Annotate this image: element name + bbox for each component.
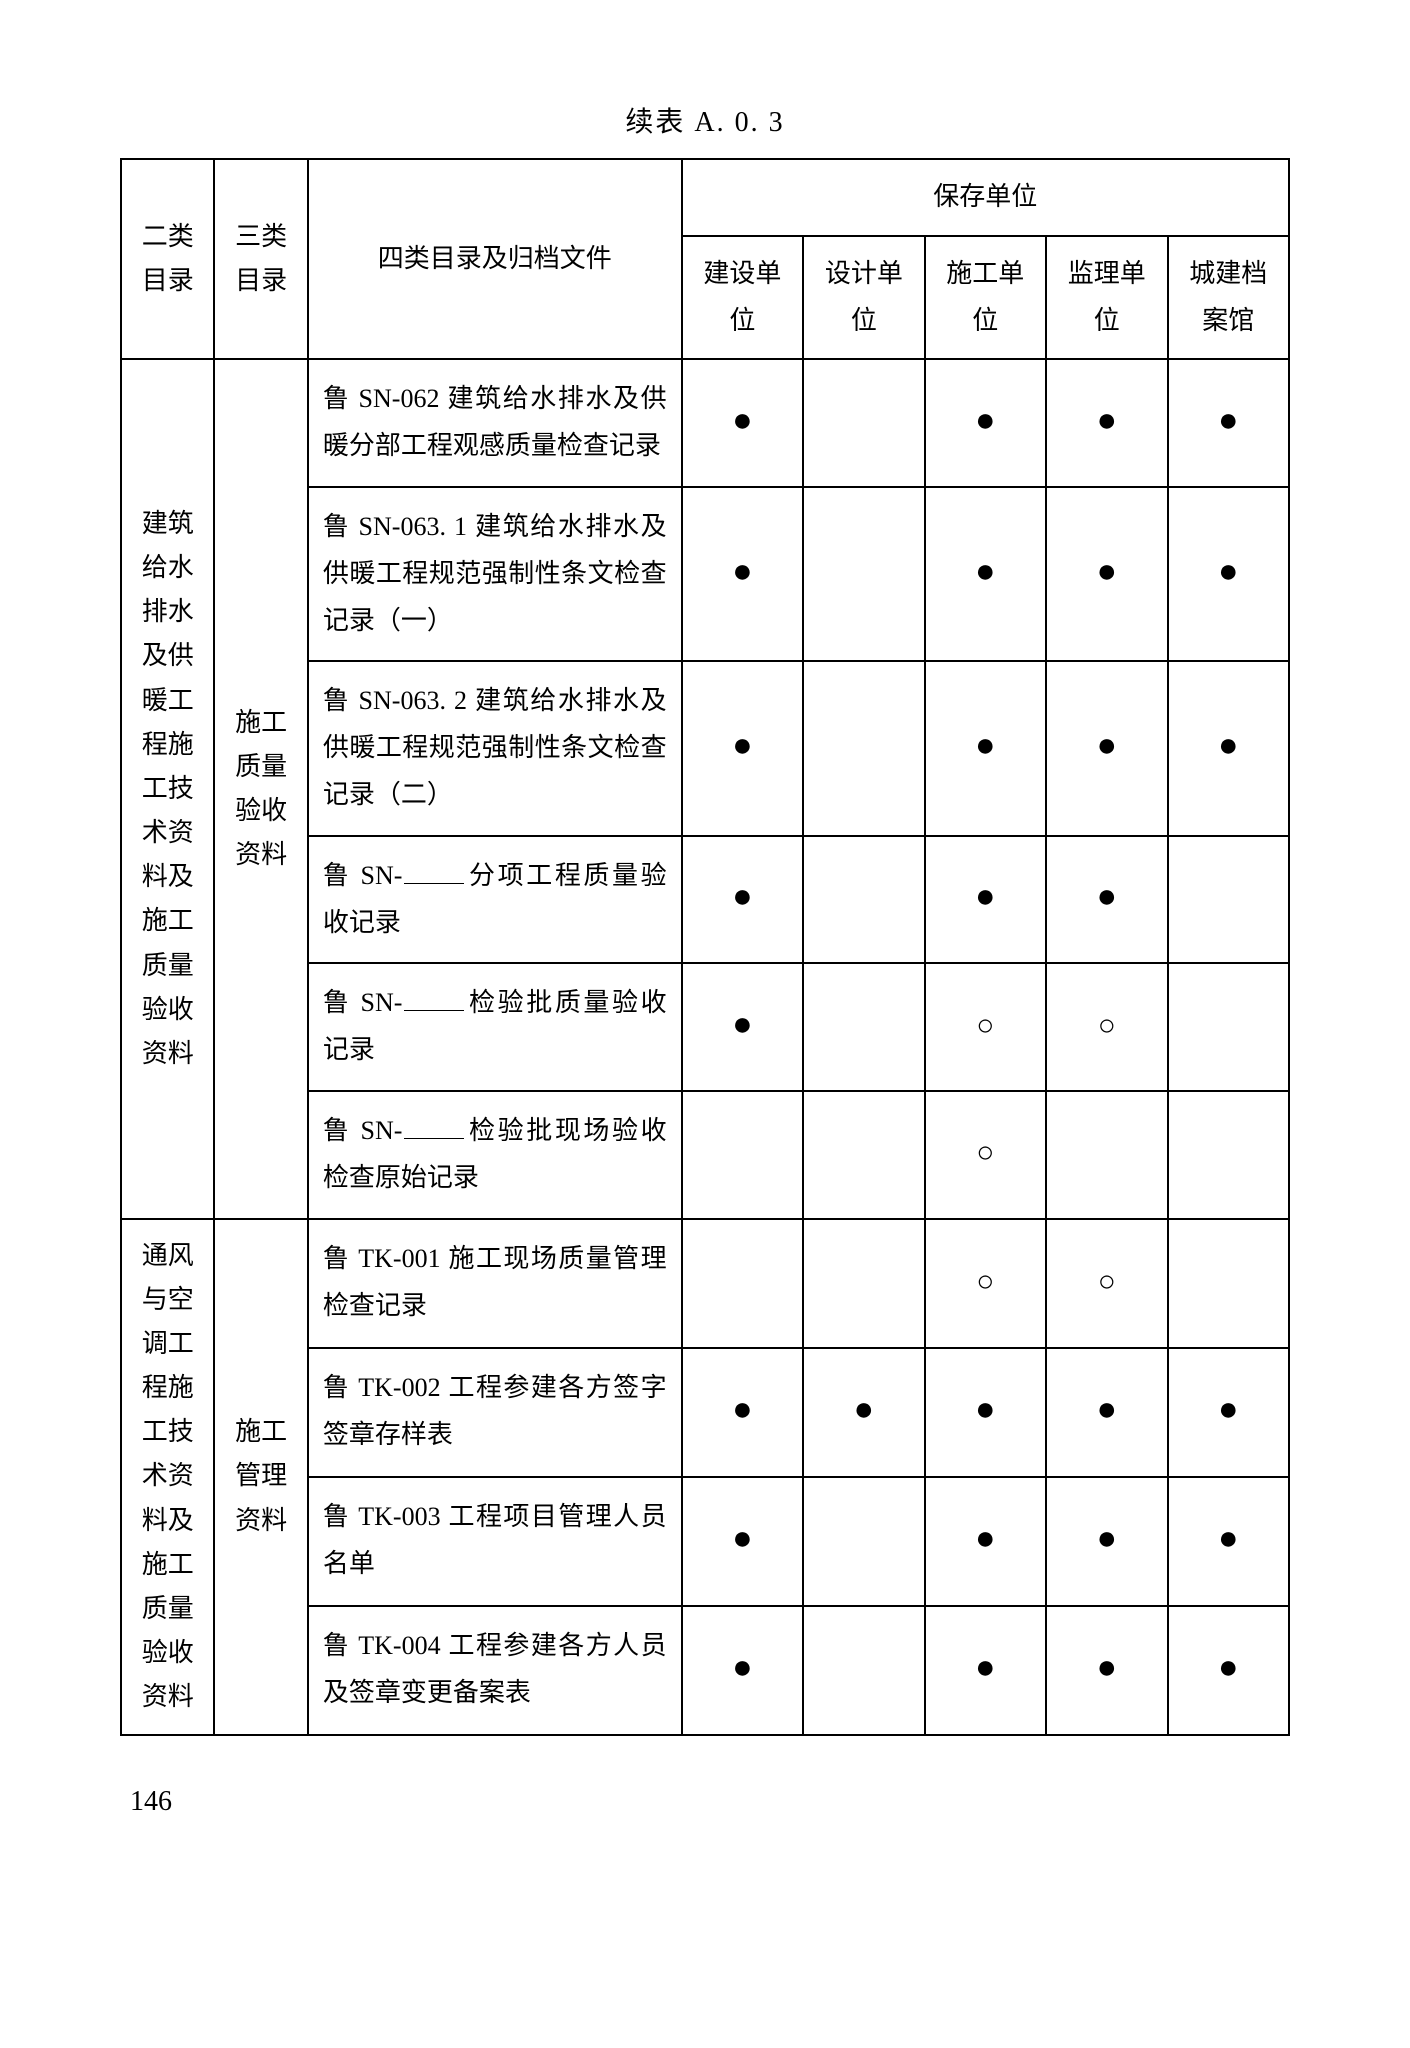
- mark-cell: [803, 836, 924, 964]
- mark-cell: ●: [925, 836, 1046, 964]
- mark-cell: ○: [925, 1091, 1046, 1219]
- mark-cell: [682, 1091, 803, 1219]
- header-row-1: 二类目录 三类目录 四类目录及归档文件 保存单位: [121, 159, 1289, 236]
- mark-cell: ○: [925, 1219, 1046, 1348]
- table-title: 续表 A. 0. 3: [120, 100, 1290, 140]
- desc-cell: 鲁 SN-063. 1 建筑给水排水及供暖工程规范强制性条文检查记录（一）: [308, 487, 682, 661]
- header-col3: 四类目录及归档文件: [308, 159, 682, 359]
- header-group: 保存单位: [682, 159, 1289, 236]
- mark-cell: [1168, 1091, 1290, 1219]
- blank-underline: [404, 883, 464, 884]
- header-col2: 三类目录: [214, 159, 307, 359]
- desc-cell: 鲁 SN-检验批现场验收检查原始记录: [308, 1091, 682, 1219]
- mark-cell: ●: [1168, 359, 1290, 487]
- desc-cell: 鲁 TK-001 施工现场质量管理检查记录: [308, 1219, 682, 1348]
- mark-cell: ●: [1046, 1348, 1167, 1477]
- table-row: 通风与空调工程施工技术资料及施工质量验收资料 施工管理资料 鲁 TK-001 施…: [121, 1219, 1289, 1348]
- mark-cell: ●: [682, 1477, 803, 1606]
- mark-cell: [803, 359, 924, 487]
- mark-cell: ●: [925, 1348, 1046, 1477]
- mark-cell: [1168, 836, 1290, 964]
- mark-cell: [682, 1219, 803, 1348]
- cat2-cell: 建筑给水排水及供暖工程施工技术资料及施工质量验收资料: [121, 359, 214, 1218]
- mark-cell: ●: [682, 963, 803, 1091]
- header-col1: 二类目录: [121, 159, 214, 359]
- mark-cell: [1046, 1091, 1167, 1219]
- page-number: 146: [120, 1786, 1290, 1818]
- archive-table: 二类目录 三类目录 四类目录及归档文件 保存单位 建设单位 设计单位 施工单位 …: [120, 158, 1290, 1736]
- mark-cell: ●: [925, 487, 1046, 661]
- mark-cell: ●: [925, 1477, 1046, 1606]
- mark-cell: [803, 1091, 924, 1219]
- mark-cell: ●: [1046, 1477, 1167, 1606]
- mark-cell: ○: [1046, 963, 1167, 1091]
- mark-cell: [803, 661, 924, 835]
- mark-cell: ●: [682, 1348, 803, 1477]
- mark-cell: ●: [1046, 359, 1167, 487]
- mark-cell: ●: [682, 359, 803, 487]
- mark-cell: ●: [1168, 1348, 1290, 1477]
- mark-cell: [803, 963, 924, 1091]
- desc-cell: 鲁 SN-分项工程质量验收记录: [308, 836, 682, 964]
- mark-cell: [803, 487, 924, 661]
- mark-cell: ●: [925, 1606, 1046, 1735]
- mark-cell: ○: [1046, 1219, 1167, 1348]
- mark-cell: ●: [1168, 487, 1290, 661]
- mark-cell: ●: [925, 359, 1046, 487]
- mark-cell: [1168, 963, 1290, 1091]
- blank-underline: [404, 1010, 464, 1011]
- mark-cell: ●: [1046, 1606, 1167, 1735]
- desc-cell: 鲁 TK-002 工程参建各方签字签章存样表: [308, 1348, 682, 1477]
- mark-cell: [803, 1606, 924, 1735]
- mark-cell: ●: [1046, 661, 1167, 835]
- mark-cell: ●: [682, 661, 803, 835]
- desc-cell: 鲁 SN-063. 2 建筑给水排水及供暖工程规范强制性条文检查记录（二）: [308, 661, 682, 835]
- mark-cell: ●: [682, 1606, 803, 1735]
- mark-cell: ●: [1046, 487, 1167, 661]
- mark-cell: [1168, 1219, 1290, 1348]
- header-sub-4: 城建档案馆: [1168, 236, 1290, 360]
- header-sub-1: 设计单位: [803, 236, 924, 360]
- cat2-cell: 通风与空调工程施工技术资料及施工质量验收资料: [121, 1219, 214, 1735]
- mark-cell: [803, 1477, 924, 1606]
- mark-cell: ○: [925, 963, 1046, 1091]
- mark-cell: ●: [1168, 1606, 1290, 1735]
- cat3-cell: 施工管理资料: [214, 1219, 307, 1735]
- mark-cell: ●: [1168, 1477, 1290, 1606]
- desc-cell: 鲁 SN-062 建筑给水排水及供暖分部工程观感质量检查记录: [308, 359, 682, 487]
- mark-cell: ●: [682, 487, 803, 661]
- mark-cell: ●: [1046, 836, 1167, 964]
- mark-cell: ●: [682, 836, 803, 964]
- mark-cell: [803, 1219, 924, 1348]
- mark-cell: ●: [803, 1348, 924, 1477]
- cat3-cell: 施工质量验收资料: [214, 359, 307, 1218]
- table-row: 建筑给水排水及供暖工程施工技术资料及施工质量验收资料 施工质量验收资料 鲁 SN…: [121, 359, 1289, 487]
- header-sub-0: 建设单位: [682, 236, 803, 360]
- mark-cell: ●: [1168, 661, 1290, 835]
- desc-cell: 鲁 TK-003 工程项目管理人员名单: [308, 1477, 682, 1606]
- desc-cell: 鲁 SN-检验批质量验收记录: [308, 963, 682, 1091]
- desc-cell: 鲁 TK-004 工程参建各方人员及签章变更备案表: [308, 1606, 682, 1735]
- mark-cell: ●: [925, 661, 1046, 835]
- header-sub-3: 监理单位: [1046, 236, 1167, 360]
- header-sub-2: 施工单位: [925, 236, 1046, 360]
- blank-underline: [404, 1138, 464, 1139]
